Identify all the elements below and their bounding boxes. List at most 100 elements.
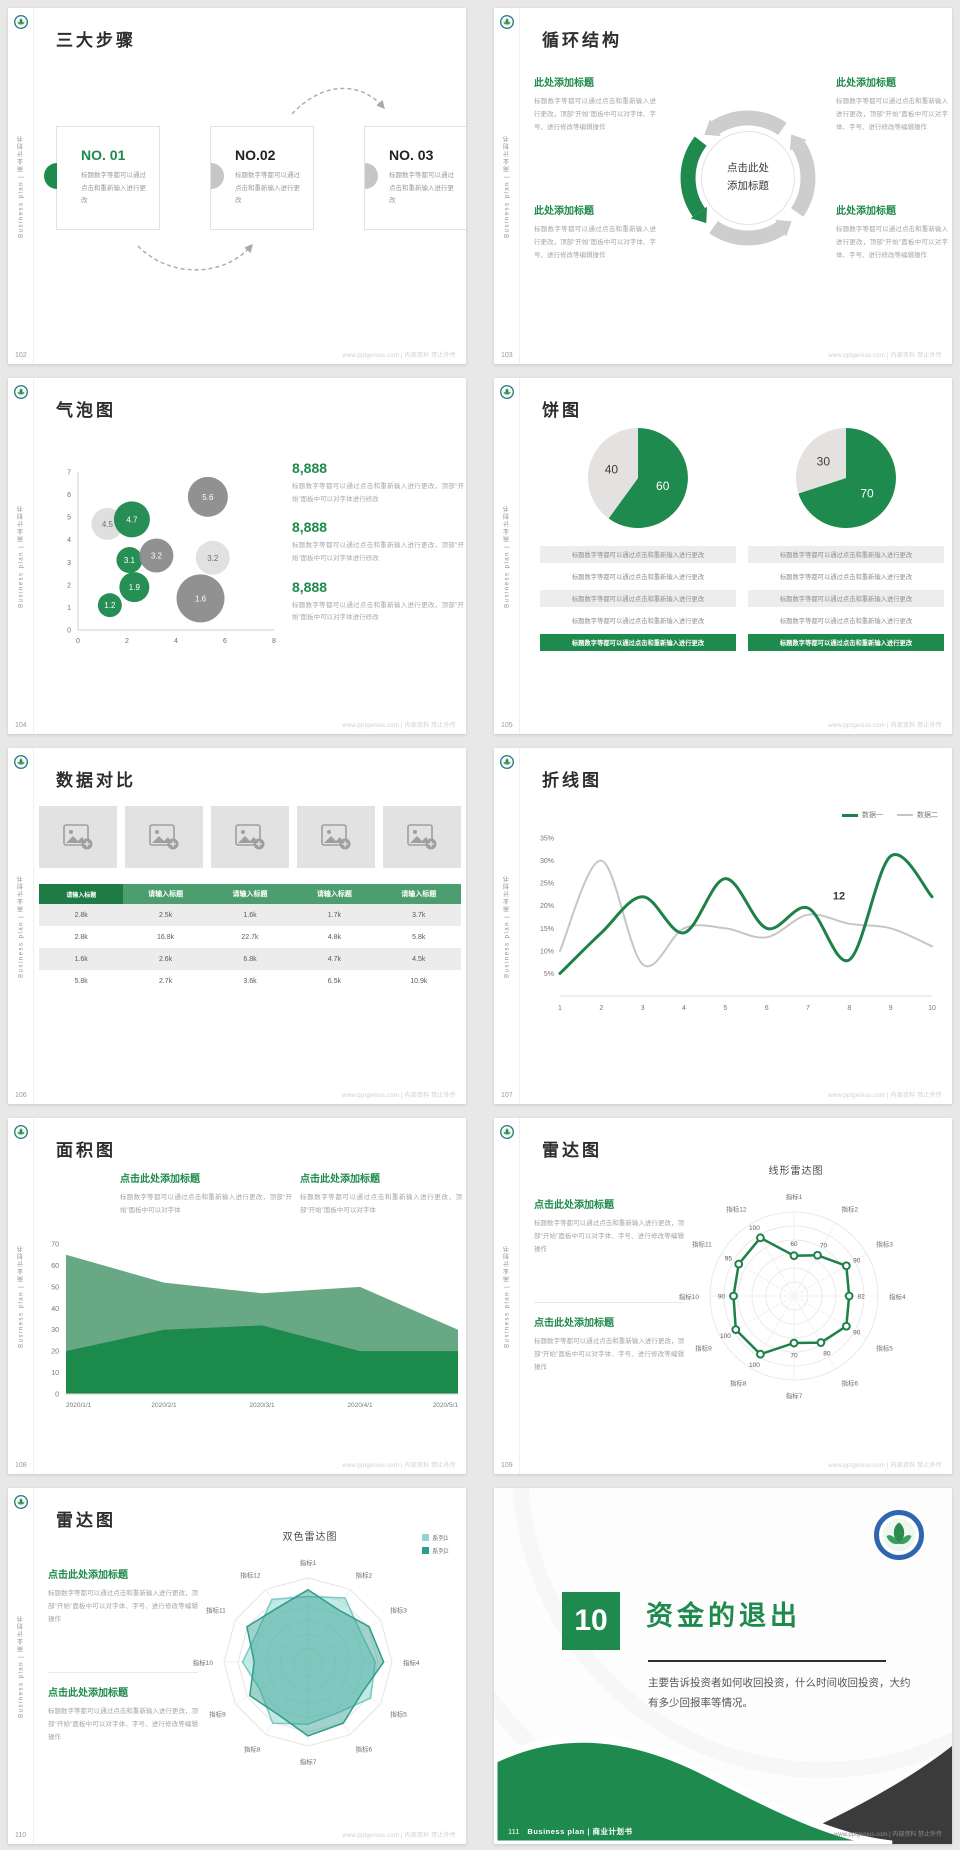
block-body: 标题数字等都可以通过点击和重新输入进行更改，顶部“开始”面板中可以对字体、字号、… [836, 98, 948, 131]
svg-text:25%: 25% [540, 881, 554, 888]
table-cell: 3.7k [376, 904, 461, 926]
semicircle-marker [365, 163, 378, 189]
page-number: 104 [15, 722, 27, 729]
svg-text:4.7: 4.7 [126, 515, 138, 524]
svg-text:3.2: 3.2 [151, 552, 163, 561]
block-heading: 此处添加标题 [836, 78, 896, 89]
pie-caption-row: 标题数字等都可以通过点击和重新输入进行更改 [571, 574, 705, 581]
svg-text:指标3: 指标3 [876, 1240, 893, 1249]
svg-text:70: 70 [790, 1353, 798, 1360]
svg-text:4.5: 4.5 [102, 520, 114, 529]
slide-102-steps[interactable]: Business plan | 商业计划书 三大步骤 NO. 01 标题数字等都… [8, 8, 466, 364]
svg-text:1.6: 1.6 [195, 594, 207, 603]
school-badge-icon [874, 1510, 924, 1560]
svg-text:60: 60 [656, 479, 670, 493]
line-legend: 数据一 数据二 [842, 810, 938, 820]
svg-text:60: 60 [790, 1241, 798, 1248]
slide-sidebar: Business plan | 商业计划书 [494, 1118, 520, 1474]
block-heading: 点击此处添加标题 [300, 1174, 380, 1185]
svg-text:指标7: 指标7 [300, 1757, 317, 1766]
image-plus-icon [235, 824, 265, 850]
pie-caption-row: 标题数字等都可以通过点击和重新输入进行更改 [779, 618, 913, 625]
slide-title: 数据对比 [56, 771, 136, 790]
svg-text:3: 3 [641, 1005, 645, 1012]
slide-title: 循环结构 [542, 31, 622, 50]
sidebar-caption: Business plan | 商业计划书 [18, 504, 24, 608]
step-body: 标题数字等都可以通过点击和重新输入进行更改 [235, 172, 300, 205]
slide-110-radar-dual[interactable]: Business plan | 商业计划书 雷达图 双色雷达图 系列1 系列2 … [8, 1488, 466, 1844]
step-body: 标题数字等都可以通过点击和重新输入进行更改 [389, 172, 454, 205]
radar-legend: 系列1 系列2 [422, 1532, 449, 1558]
table-row: 2.8k 16.8k 22.7k 4.8k 5.8k [39, 926, 461, 948]
svg-text:指标10: 指标10 [679, 1292, 700, 1301]
svg-text:12: 12 [833, 891, 845, 903]
brand-logo-icon [14, 1495, 28, 1509]
sidebar-caption: Business plan | 商业计划书 [18, 874, 24, 978]
cycle-text-block: 此处添加标题 标题数字等都可以通过点击和重新输入进行更改，顶部“开始”面板中可以… [534, 74, 656, 134]
table-cell: 6.5k [327, 977, 341, 985]
slide-105-pie[interactable]: Business plan | 商业计划书 饼图 60 40 标题数字等都可以通过… [494, 378, 952, 734]
slide-103-cycle[interactable]: Business plan | 商业计划书 循环结构 此处添加标题 标题数字等都… [494, 8, 952, 364]
sidebar-caption: Business plan | 商业计划书 [18, 1244, 24, 1348]
chart-subtitle: 线形雷达图 [768, 1166, 824, 1177]
page-number: 107 [501, 1092, 513, 1099]
page-number: 103 [501, 352, 513, 359]
svg-text:指标11: 指标11 [206, 1606, 226, 1615]
pie-caption-row: 标题数字等都可以通过点击和重新输入进行更改 [748, 634, 944, 651]
slide-108-area[interactable]: Business plan | 商业计划书 面积图 点击此处添加标题 标题数字等… [8, 1118, 466, 1474]
bubble-stats-column: 8,888 标题数字等都可以通过点击和重新输入进行更改，顶部“开始”面板中可以对… [292, 460, 464, 638]
slide-content: 面积图 点击此处添加标题 标题数字等都可以通过点击和重新输入进行更改，顶部“开始… [34, 1118, 466, 1474]
svg-text:指标8: 指标8 [730, 1378, 747, 1387]
chapter-body: 主要告诉投资者如何收回投资，什么时间收回投资，大约有多少回报率等情况。 [648, 1677, 911, 1709]
image-placeholder [383, 806, 461, 868]
table-cell: 2.8k [39, 904, 124, 926]
slide-sidebar: Business plan | 商业计划书 [8, 1118, 34, 1474]
footer-url: www.pptgenius.com | 内部资料 禁止外传 [342, 1833, 456, 1839]
svg-text:指标10: 指标10 [193, 1658, 214, 1667]
svg-text:5%: 5% [544, 971, 554, 978]
slide-106-table[interactable]: Business plan | 商业计划书 数据对比 请输入标题 请输入标题 请输入… [8, 748, 466, 1104]
block-heading: 此处添加标题 [534, 206, 594, 217]
svg-text:指标1: 指标1 [786, 1192, 803, 1201]
svg-text:4: 4 [67, 537, 71, 544]
brand-logo-icon [500, 755, 514, 769]
image-placeholder [125, 806, 203, 868]
slide-content: 气泡图 0 1 2 3 4 5 6 7 0 2 4 6 8 4.5 4.7 5.6 3.1 3.2 3.2 1.9 1.… [34, 378, 466, 734]
slide-content: 饼图 60 40 标题数字等都可以通过点击和重新输入进行更改 标题数字等都可以通过点… [520, 378, 952, 734]
radar-dual-chart: 指标1 指标2 指标3 指标4 指标5 指标6 指标7 指标8 指标9 指标10 指标11 指标12 [193, 1558, 420, 1766]
slide-111-section[interactable]: 10 资金的退出 主要告诉投资者如何收回投资，什么时间收回投资，大约有多少回报率… [494, 1488, 952, 1844]
svg-text:3.2: 3.2 [207, 554, 219, 563]
slide-109-radar-line[interactable]: Business plan | 商业计划书 雷达图 线形雷达图 点击此处添加标题… [494, 1118, 952, 1474]
bubble-chart: 0 1 2 3 4 5 6 7 0 2 4 6 8 4.5 4.7 5.6 3.1 3.2 3.2 1.9 1.6 1.2 [67, 470, 276, 646]
series1-swatch-icon [842, 813, 858, 817]
svg-text:8: 8 [847, 1005, 851, 1012]
slide-sidebar: Business plan | 商业计划书 [8, 748, 34, 1104]
svg-text:7: 7 [67, 470, 71, 477]
radar-text-block: 点击此处添加标题 标题数字等都可以通过点击和重新输入进行更改，顶部“开始”面板中… [48, 1684, 198, 1744]
cycle-diagram: 点击此处添加标题 [668, 98, 828, 258]
svg-text:指标5: 指标5 [390, 1710, 407, 1719]
svg-text:2020/5/1: 2020/5/1 [433, 1402, 459, 1409]
image-placeholder [211, 806, 289, 868]
semicircle-marker [44, 163, 57, 189]
step-number: NO.02 [235, 147, 276, 163]
page-number: 109 [501, 1462, 513, 1469]
slide-104-bubble[interactable]: Business plan | 商业计划书 气泡图 0 1 2 3 4 5 6 7 0 2 4 6 8 4… [8, 378, 466, 734]
svg-text:2020/4/1: 2020/4/1 [347, 1402, 373, 1409]
footer-url: www.pptgenius.com | 内部资料 禁止外传 [828, 723, 942, 729]
slide-title: 三大步骤 [56, 31, 136, 50]
slide-107-line[interactable]: Business plan | 商业计划书 折线图 数据一 数据二 5% 10% 1… [494, 748, 952, 1104]
pie-caption-list: 标题数字等都可以通过点击和重新输入进行更改 标题数字等都可以通过点击和重新输入进行… [540, 546, 736, 651]
stat-body: 标题数字等都可以通过点击和重新输入进行更改，顶部“开始”面板中可以对字体进行修改 [292, 483, 464, 503]
svg-text:4: 4 [174, 638, 178, 645]
svg-text:10: 10 [51, 1370, 59, 1377]
sidebar-caption: Business plan | 商业计划书 [18, 1614, 24, 1718]
slide-content: 雷达图 双色雷达图 系列1 系列2 点击此处添加标题 标题数字等都可以通过点击和… [34, 1488, 466, 1844]
svg-text:5: 5 [67, 515, 71, 522]
pie-group-2: 70 30 标题数字等都可以通过点击和重新输入进行更改 标题数字等都可以通过点击和重… [748, 426, 944, 656]
cycle-text-block: 此处添加标题 标题数字等都可以通过点击和重新输入进行更改，顶部“开始”面板中可以… [836, 74, 948, 134]
svg-text:1: 1 [67, 605, 71, 612]
slide-title: 气泡图 [56, 401, 116, 420]
step-box-2: NO.02 标题数字等都可以通过点击和重新输入进行更改 [210, 126, 314, 230]
